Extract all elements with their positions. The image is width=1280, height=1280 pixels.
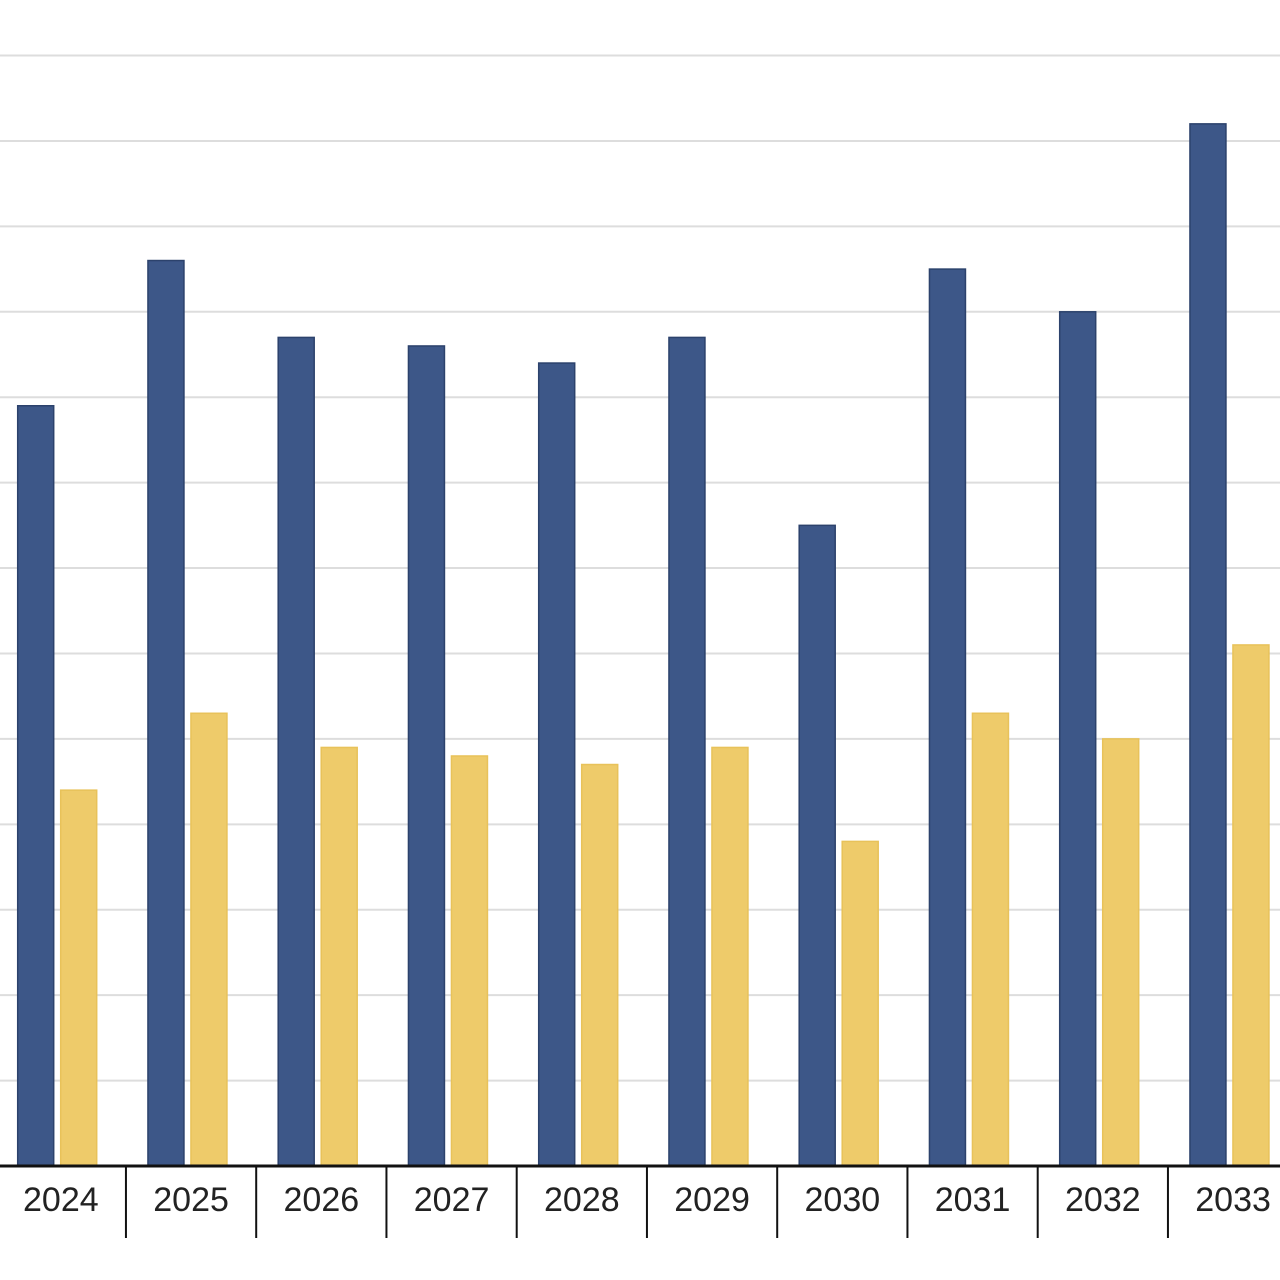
bar — [1189, 123, 1227, 1167]
x-tick-label: 2031 — [935, 1181, 1011, 1219]
x-tick-label: 2030 — [805, 1181, 881, 1219]
bar — [407, 345, 446, 1167]
bar — [147, 259, 185, 1167]
bar — [668, 336, 706, 1167]
x-tick-label: 2027 — [414, 1181, 490, 1219]
bar — [16, 405, 55, 1167]
bar — [1058, 311, 1097, 1167]
bar — [798, 524, 836, 1167]
bar — [59, 789, 98, 1167]
x-tick-label: 2029 — [674, 1181, 750, 1219]
bar — [1232, 644, 1270, 1167]
bar — [1101, 738, 1140, 1167]
bar — [711, 746, 749, 1167]
bar — [580, 763, 619, 1167]
bar — [537, 362, 576, 1167]
x-tick-label: 2028 — [544, 1181, 620, 1219]
bar — [277, 336, 315, 1167]
bar — [928, 268, 967, 1167]
x-tick-label: 2032 — [1065, 1181, 1141, 1219]
x-tick-label: 2025 — [153, 1181, 229, 1219]
x-tick-label: 2026 — [284, 1181, 360, 1219]
bar — [971, 712, 1010, 1167]
x-tick-label: 2033 — [1195, 1181, 1271, 1219]
bar — [320, 746, 358, 1167]
bar — [841, 840, 879, 1167]
bar — [450, 755, 489, 1167]
bar — [190, 712, 228, 1167]
x-tick-label: 2024 — [23, 1181, 99, 1219]
